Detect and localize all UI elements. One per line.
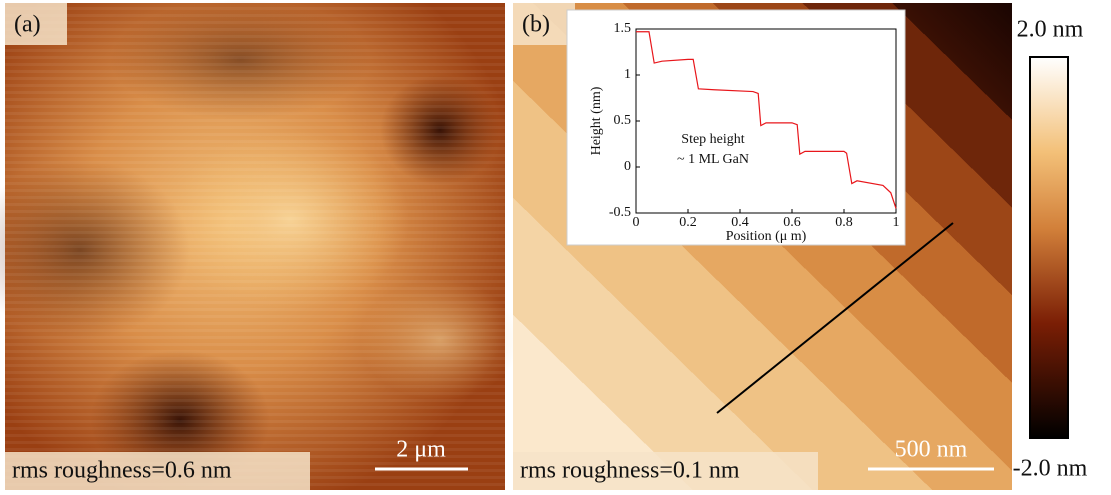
terrace-texture [5,3,505,490]
rms-label: rms roughness=0.6 nm [12,458,232,484]
x-tick-label: 0 [633,215,640,230]
y-axis-title: Height (nm) [589,86,604,155]
annotation: Step height [681,132,744,147]
x-axis-title: Position (μ m) [726,229,807,244]
scale-bar-label: 500 nm [895,437,968,463]
colorbar [1030,57,1068,438]
panel-label: (a) [14,12,41,38]
figure: (a) rms roughness=0.6 nm 2 μm (b) rms ro… [0,0,1111,495]
y-tick-label: 0.5 [614,113,632,128]
x-tick-label: 0.6 [783,215,801,230]
panel-label: (b) [522,12,550,38]
x-tick-label: 1 [893,215,900,230]
scale-bar-label: 2 μm [396,437,446,463]
y-tick-label: 1.5 [614,21,632,36]
x-tick-label: 0.4 [731,215,749,230]
y-tick-label: 0 [624,159,631,174]
colorbar-min: -2.0 nm [1013,456,1088,482]
y-tick-label: -0.5 [609,205,631,220]
x-tick-label: 0.8 [835,215,853,230]
colorbar-max: 2.0 nm [1017,17,1084,43]
x-tick-label: 0.2 [679,215,697,230]
y-tick-label: 1 [624,67,631,82]
rms-label: rms roughness=0.1 nm [520,458,740,484]
annotation: ~ 1 ML GaN [677,152,749,167]
inset-chart: Position (μ m) Height (nm) Step height ~… [567,10,905,245]
